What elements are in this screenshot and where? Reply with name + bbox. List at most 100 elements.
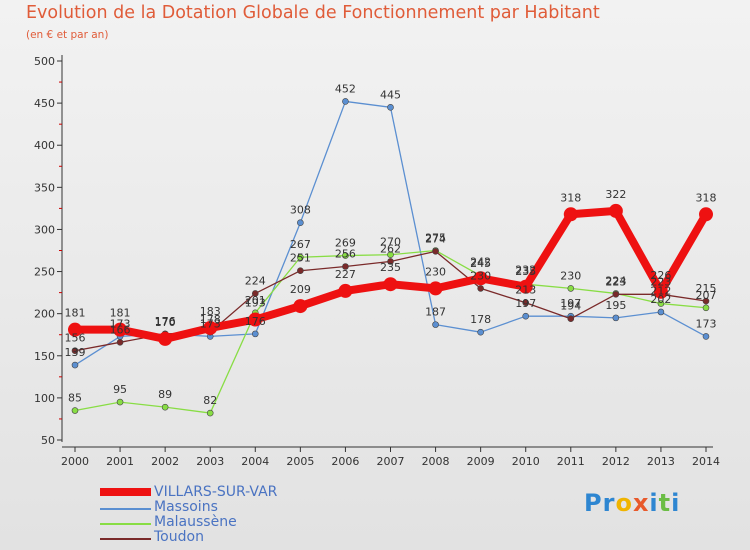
data-label: 176 [155, 315, 176, 328]
data-point [248, 312, 263, 327]
data-label: 269 [335, 237, 356, 250]
data-point [158, 331, 173, 346]
data-label: 235 [380, 261, 401, 274]
legend-label: Toudon [154, 529, 204, 545]
x-tick-label: 2007 [377, 455, 405, 468]
data-label: 176 [155, 315, 176, 328]
y-tick-label: 200 [34, 308, 55, 321]
x-tick-label: 2009 [467, 455, 495, 468]
data-label: 445 [380, 88, 401, 101]
data-point [297, 219, 304, 227]
brand-logo: Proxiti [584, 489, 680, 517]
data-point [612, 314, 620, 322]
data-point [342, 252, 349, 259]
data-point [116, 398, 124, 406]
data-label: 89 [158, 388, 172, 401]
x-tick-label: 2012 [602, 455, 630, 468]
data-point [116, 339, 124, 346]
data-point [699, 207, 713, 222]
data-label: 183 [200, 305, 221, 318]
data-label: 230 [470, 269, 491, 282]
x-tick-label: 2002 [151, 455, 179, 468]
data-point [702, 297, 710, 305]
x-tick-label: 2000 [61, 455, 89, 468]
data-point [563, 207, 578, 222]
data-point [342, 263, 349, 270]
y-tick-label: 500 [34, 55, 55, 68]
data-label: 178 [470, 313, 491, 326]
data-label: 251 [290, 252, 311, 265]
data-label: 212 [650, 285, 671, 298]
data-label: 85 [68, 392, 82, 405]
data-point [522, 312, 530, 320]
data-point [161, 403, 169, 411]
data-point [702, 333, 710, 340]
data-label: 181 [110, 307, 131, 320]
data-point [567, 315, 575, 323]
data-point [702, 304, 710, 312]
data-point [612, 290, 620, 298]
logo-letter: o [615, 489, 633, 517]
logo-letter: r [602, 489, 616, 517]
y-tick-label: 50 [41, 434, 55, 447]
data-label: 322 [605, 188, 626, 201]
data-label: 173 [696, 317, 717, 330]
x-tick-label: 2011 [557, 455, 585, 468]
data-label: 173 [200, 317, 221, 330]
data-label: 173 [110, 317, 131, 330]
data-label: 156 [65, 332, 86, 345]
data-label: 197 [515, 297, 536, 310]
data-point [608, 203, 623, 218]
data-point [657, 300, 665, 307]
data-label: 452 [335, 82, 356, 95]
data-label: 201 [245, 294, 266, 307]
data-label: 82 [203, 394, 217, 407]
legend-swatch [100, 538, 151, 540]
data-label: 95 [113, 383, 127, 396]
data-label: 267 [290, 238, 311, 251]
x-tick-label: 2004 [241, 455, 269, 468]
x-tick-label: 2014 [692, 455, 720, 468]
data-label: 226 [650, 269, 671, 282]
data-label: 209 [290, 283, 311, 296]
data-point [71, 407, 79, 414]
data-point [338, 283, 353, 298]
data-label: 227 [335, 268, 356, 281]
data-label: 224 [605, 274, 626, 287]
data-point [71, 347, 79, 355]
data-point [113, 322, 128, 337]
x-tick-label: 2006 [331, 455, 359, 468]
data-point [387, 251, 394, 259]
data-point [477, 285, 484, 292]
data-point [473, 271, 488, 286]
data-point [387, 104, 394, 111]
data-label: 230 [560, 269, 581, 282]
data-label: 308 [290, 204, 311, 217]
data-label: 224 [245, 274, 266, 287]
logo-letter: x [632, 489, 650, 517]
data-point [432, 248, 439, 255]
logo-letter: i [671, 489, 681, 517]
data-label: 235 [515, 265, 536, 278]
legend-label: VILLARS-SUR-VAR [154, 484, 278, 500]
data-point [518, 279, 533, 294]
data-label: 176 [245, 315, 266, 328]
data-label: 242 [470, 255, 491, 268]
y-tick-label: 450 [34, 97, 55, 110]
data-point [567, 285, 575, 292]
legend-swatch [100, 508, 151, 510]
y-tick-label: 150 [34, 350, 55, 363]
data-point [522, 299, 530, 307]
legend-label: Massoins [154, 499, 218, 515]
data-point [203, 320, 218, 335]
x-tick-label: 2003 [196, 455, 224, 468]
data-point [653, 284, 668, 299]
data-label: 245 [470, 257, 491, 270]
y-tick-label: 100 [34, 392, 55, 405]
data-point [342, 98, 349, 105]
x-tick-label: 2001 [106, 455, 134, 468]
chart-title: Evolution de la Dotation Globale de Fonc… [26, 3, 600, 23]
y-tick-label: 350 [34, 181, 55, 194]
data-label: 270 [380, 236, 401, 249]
